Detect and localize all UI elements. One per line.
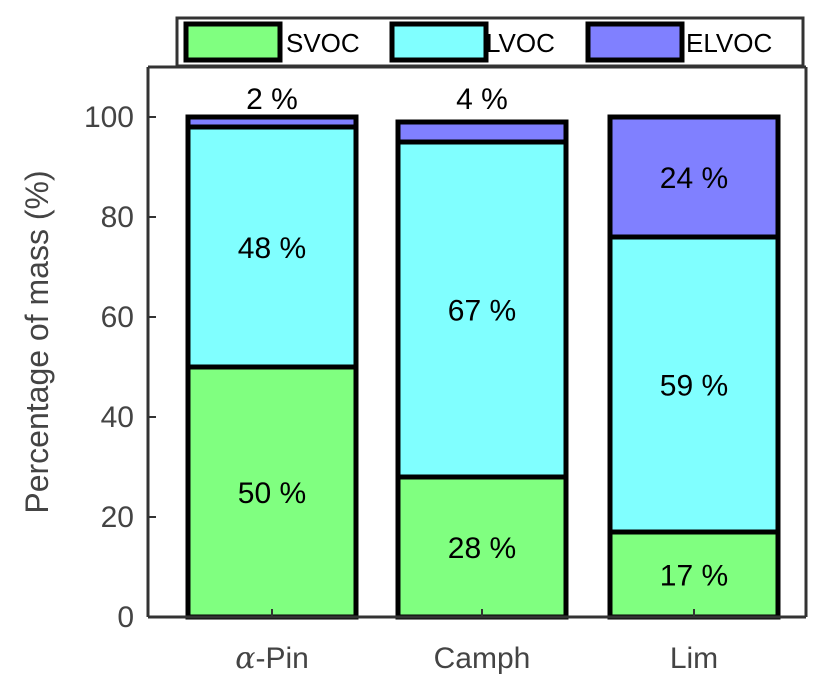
bar-svoc-2 <box>395 474 569 620</box>
legend-label-elvoc: ELVOC <box>686 28 772 58</box>
y-tick-label: 60 <box>101 301 134 334</box>
y-tick-label: 20 <box>101 501 134 534</box>
y-tick-label: 80 <box>101 201 134 234</box>
data-label-lvoc-1: 48 % <box>238 232 306 265</box>
data-label-elvoc-1: 2 % <box>246 83 298 116</box>
data-label-svoc-1: 50 % <box>238 477 306 510</box>
legend-swatch-elvoc <box>585 21 685 63</box>
x-tick-label: Lim <box>670 642 718 675</box>
y-axis-label: Percentage of mass (%) <box>19 170 55 513</box>
legend-swatch-svoc <box>183 21 283 63</box>
bar-lvoc-2 <box>395 139 569 480</box>
x-tick-label: Camph <box>434 642 531 675</box>
y-tick-label: 100 <box>84 101 134 134</box>
data-label-lvoc-3: 59 % <box>660 370 728 403</box>
y-tick-label: 40 <box>101 401 134 434</box>
legend: SVOC LVOC ELVOC <box>175 16 805 68</box>
bar-elvoc-3 <box>607 114 781 240</box>
y-tick-label: 0 <box>117 601 134 634</box>
labels-layer: 50 % 48 % 2 % 28 % 67 % 4 % 17 % 59 % 24 % <box>238 83 728 593</box>
x-tick-label: α-Pin <box>235 641 309 676</box>
data-label-svoc-3: 17 % <box>660 560 728 593</box>
data-label-elvoc-3: 24 % <box>660 162 728 195</box>
bar-elvoc-1 <box>185 114 359 130</box>
bar-svoc-1 <box>185 364 359 620</box>
legend-swatch-lvoc <box>389 21 489 63</box>
data-label-lvoc-2: 67 % <box>448 295 516 328</box>
bars-layer <box>185 114 781 620</box>
data-label-svoc-2: 28 % <box>448 532 516 565</box>
bar-lvoc-1 <box>185 124 359 370</box>
data-label-elvoc-2: 4 % <box>456 83 508 116</box>
legend-label-lvoc: LVOC <box>486 28 555 58</box>
legend-label-svoc: SVOC <box>286 28 360 58</box>
bar-elvoc-2 <box>395 119 569 145</box>
